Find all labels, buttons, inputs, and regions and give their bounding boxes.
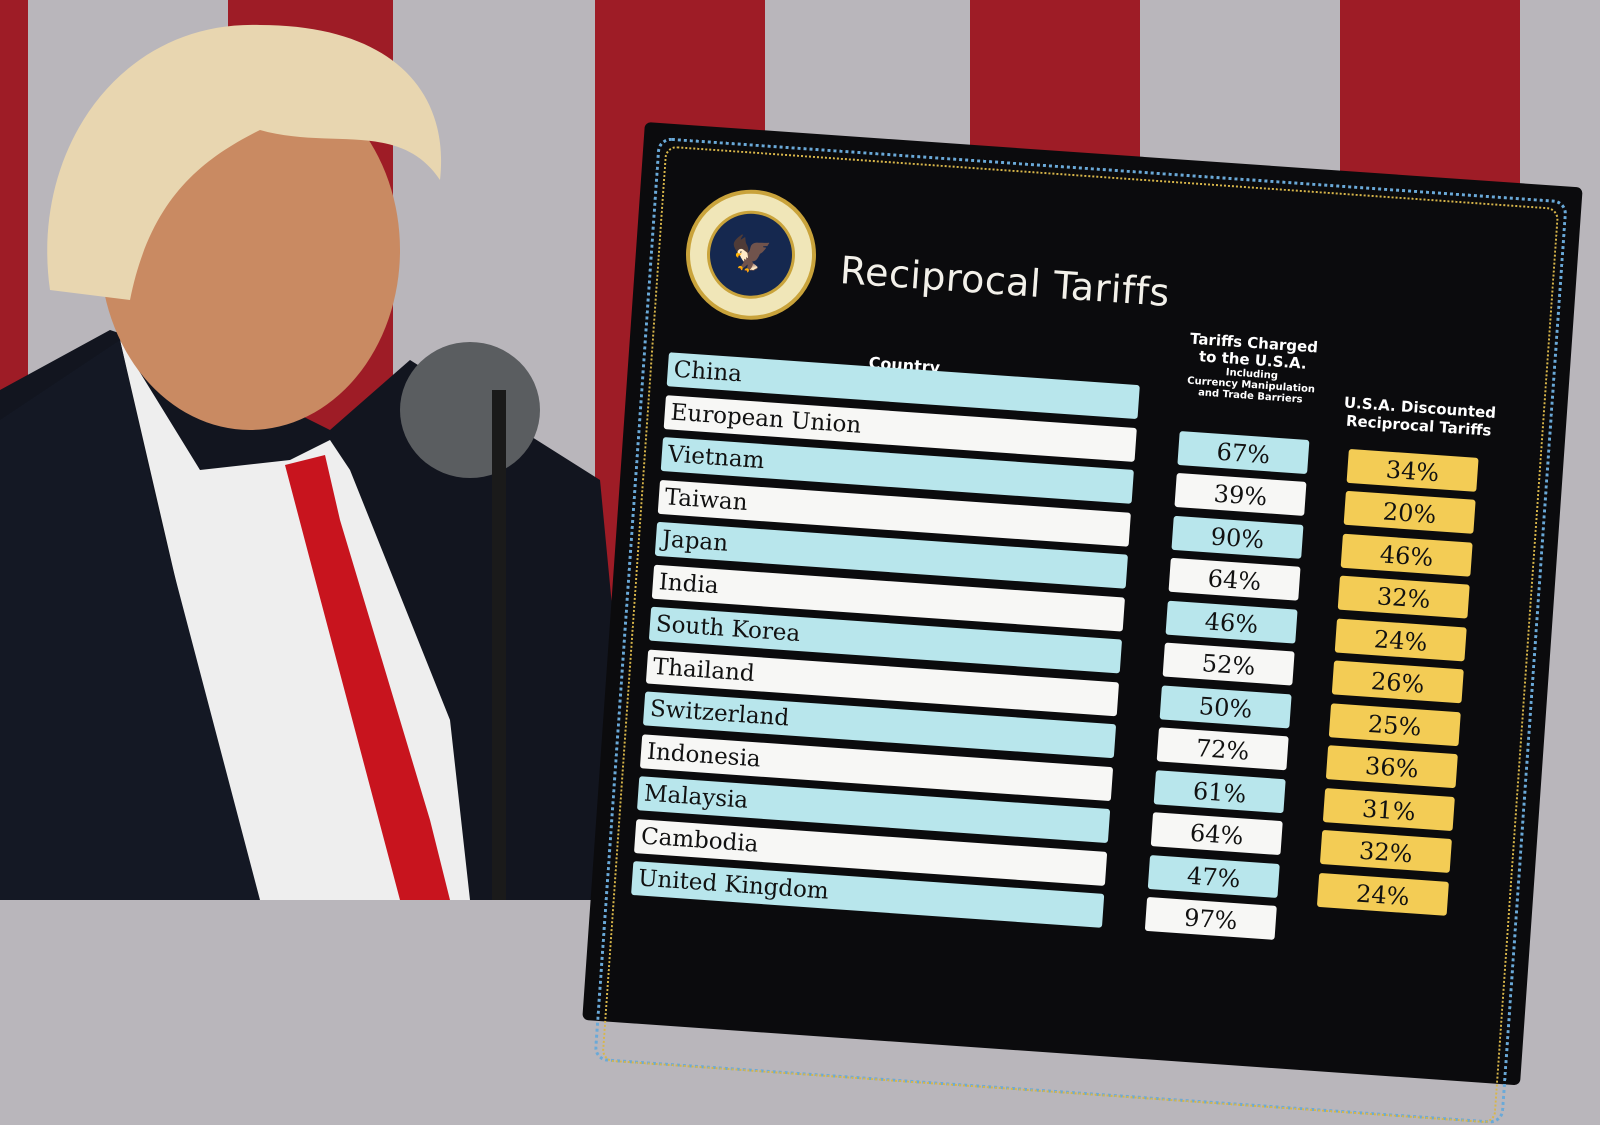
header-tariffs-charged: Tariffs Charged to the U.S.A. Including … — [1175, 330, 1329, 407]
eagle-icon: 🦅 — [704, 207, 798, 302]
reciprocal-tariffs-board: 🦅 Reciprocal Tariffs Country Tariffs Cha… — [582, 122, 1583, 1125]
speaker-figure — [0, 24, 640, 900]
